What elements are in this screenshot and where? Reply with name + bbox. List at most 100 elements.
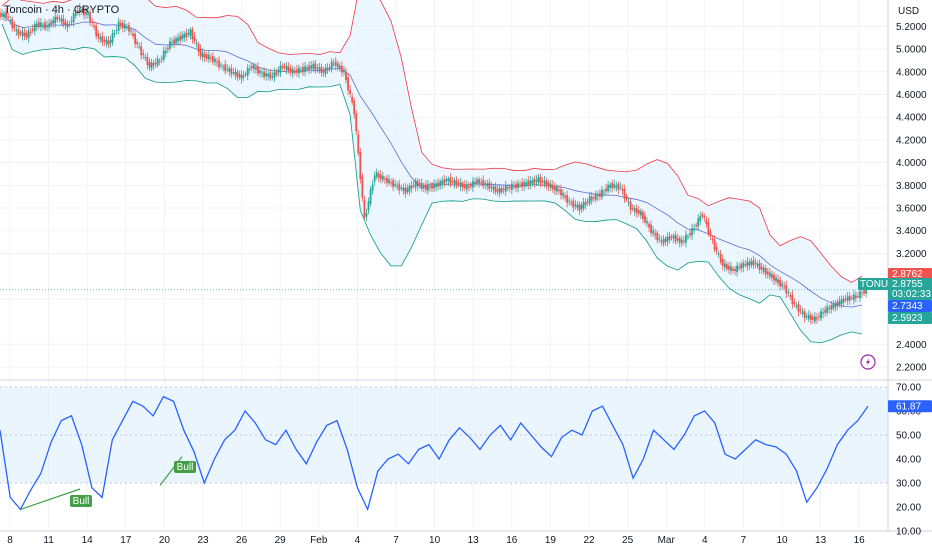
candle-body[interactable] (341, 65, 343, 73)
candle-body[interactable] (228, 68, 231, 72)
candle-body[interactable] (111, 32, 114, 43)
candle-body[interactable] (797, 303, 800, 312)
candle-body[interactable] (424, 184, 427, 190)
candle-body[interactable] (334, 61, 337, 66)
candle-body[interactable] (470, 184, 472, 187)
candle-body[interactable] (650, 224, 652, 234)
candle-body[interactable] (351, 96, 354, 103)
candle-body[interactable] (158, 60, 161, 62)
candle-body[interactable] (373, 175, 376, 182)
candle-body[interactable] (719, 253, 722, 263)
candle-body[interactable] (60, 18, 63, 22)
candle-body[interactable] (861, 292, 863, 294)
candle-body[interactable] (672, 235, 675, 239)
candle-body[interactable] (138, 46, 141, 48)
candle-body[interactable] (658, 238, 661, 240)
candle-body[interactable] (492, 186, 495, 190)
candle-body[interactable] (64, 21, 67, 26)
candle-body[interactable] (431, 184, 433, 189)
candle-body[interactable] (166, 47, 169, 50)
candle-body[interactable] (218, 60, 220, 68)
candle-body[interactable] (670, 236, 673, 238)
candle-body[interactable] (304, 66, 306, 72)
candle-body[interactable] (291, 69, 294, 74)
candle-body[interactable] (682, 240, 685, 242)
candle-body[interactable] (781, 283, 784, 287)
candle-body[interactable] (361, 176, 364, 198)
candle-body[interactable] (691, 228, 693, 236)
candle-body[interactable] (410, 185, 413, 189)
candle-body[interactable] (154, 62, 157, 64)
candle-body[interactable] (54, 16, 57, 24)
candle-body[interactable] (289, 67, 292, 73)
candle-body[interactable] (713, 239, 716, 250)
candle-body[interactable] (545, 181, 548, 187)
candle-body[interactable] (795, 305, 798, 307)
candle-body[interactable] (760, 267, 763, 270)
candle-body[interactable] (768, 272, 771, 277)
candle-body[interactable] (693, 228, 695, 230)
candle-body[interactable] (66, 23, 69, 28)
candle-body[interactable] (400, 187, 403, 189)
candle-body[interactable] (259, 70, 261, 73)
candle-body[interactable] (588, 196, 591, 204)
candle-body[interactable] (570, 202, 573, 204)
candle-body[interactable] (126, 27, 128, 29)
candle-body[interactable] (513, 185, 515, 188)
candle-body[interactable] (379, 174, 382, 180)
candle-body[interactable] (209, 57, 212, 59)
candle-body[interactable] (99, 37, 102, 40)
candle-body[interactable] (617, 183, 620, 190)
candle-body[interactable] (830, 305, 833, 310)
candle-body[interactable] (140, 46, 143, 56)
candle-body[interactable] (787, 292, 790, 294)
candle-body[interactable] (148, 61, 151, 67)
candle-body[interactable] (62, 18, 65, 25)
candle-body[interactable] (560, 189, 562, 196)
candle-body[interactable] (515, 183, 517, 189)
candle-body[interactable] (863, 290, 865, 294)
candle-body[interactable] (357, 134, 360, 154)
candle-body[interactable] (48, 23, 50, 28)
candle-body[interactable] (859, 291, 861, 299)
candle-body[interactable] (510, 183, 513, 190)
candle-body[interactable] (742, 263, 745, 268)
candle-body[interactable] (476, 179, 478, 184)
candle-body[interactable] (850, 297, 853, 299)
candle-body[interactable] (269, 72, 272, 79)
candle-body[interactable] (740, 264, 743, 269)
candle-body[interactable] (531, 180, 534, 184)
candle-body[interactable] (633, 207, 636, 212)
candle-body[interactable] (332, 63, 335, 65)
candle-body[interactable] (56, 16, 59, 20)
candle-body[interactable] (779, 279, 781, 287)
candle-body[interactable] (703, 215, 706, 218)
candle-body[interactable] (123, 24, 126, 29)
candle-body[interactable] (107, 40, 110, 46)
candle-body[interactable] (40, 22, 42, 27)
candle-body[interactable] (695, 224, 698, 227)
candle-body[interactable] (500, 187, 503, 193)
candle-body[interactable] (625, 196, 628, 200)
candle-body[interactable] (171, 42, 173, 44)
candle-body[interactable] (664, 238, 667, 243)
candle-body[interactable] (662, 239, 665, 244)
candle-body[interactable] (101, 36, 104, 43)
candle-body[interactable] (844, 298, 847, 300)
candle-body[interactable] (820, 311, 822, 319)
candle-body[interactable] (758, 263, 761, 270)
candle-body[interactable] (201, 52, 204, 58)
candle-body[interactable] (328, 67, 331, 69)
candle-body[interactable] (805, 316, 808, 318)
candle-body[interactable] (121, 22, 124, 28)
candle-body[interactable] (773, 274, 775, 281)
candle-body[interactable] (199, 48, 202, 57)
candle-body[interactable] (488, 182, 491, 190)
candle-body[interactable] (689, 233, 691, 236)
candle-body[interactable] (590, 196, 593, 201)
candle-body[interactable] (314, 63, 317, 71)
candle-body[interactable] (412, 185, 415, 187)
candle-body[interactable] (629, 201, 632, 211)
rsi-line[interactable] (0, 395, 869, 512)
candle-body[interactable] (738, 267, 741, 269)
